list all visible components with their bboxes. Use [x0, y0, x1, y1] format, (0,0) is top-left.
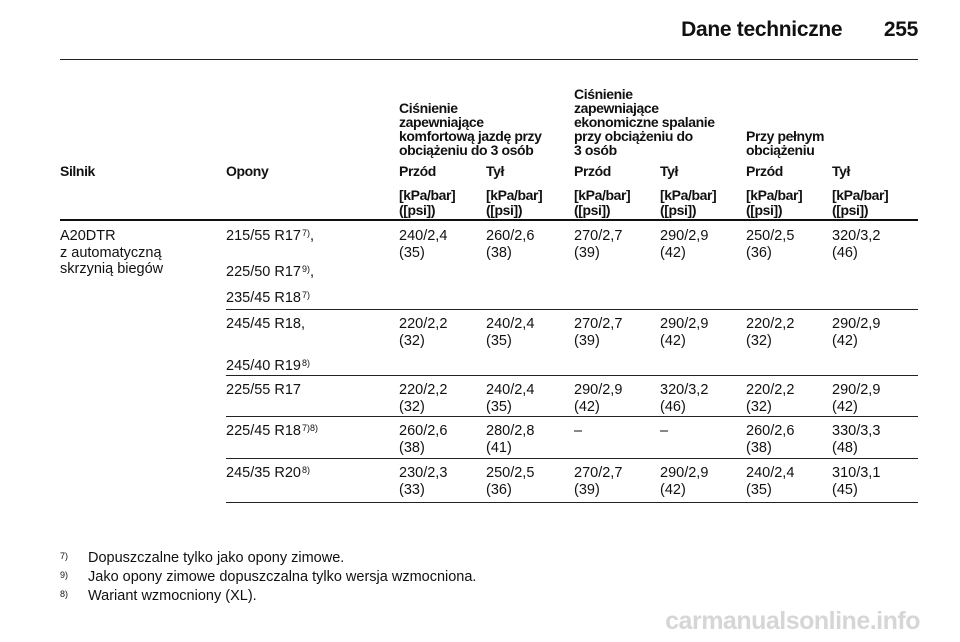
- pressure-value: 220/2,2 (32): [746, 316, 795, 349]
- column-header-position: Tył: [486, 163, 504, 179]
- footnote-text: Wariant wzmocniony (XL).: [88, 588, 257, 604]
- column-header-position: Tył: [660, 163, 678, 179]
- footnote-text: Dopuszczalne tylko jako opony zimowe.: [88, 550, 345, 566]
- column-header-position: Przód: [399, 163, 436, 179]
- header-rule: [60, 59, 918, 60]
- pressure-value: 290/2,9 (42): [832, 382, 881, 415]
- pressure-value: 310/3,1 (45): [832, 465, 881, 498]
- tyre-size: 245/45 R18,: [226, 316, 306, 332]
- column-header-unit: [kPa/bar] ([psi]): [660, 187, 717, 218]
- page-header: Dane techniczne 255: [681, 18, 918, 42]
- row-rule: [226, 458, 918, 459]
- pressure-value: 240/2,4 (35): [399, 228, 448, 261]
- pressure-value: 290/2,9 (42): [660, 465, 709, 498]
- row-rule: [226, 309, 918, 310]
- pressure-value: 220/2,2 (32): [746, 382, 795, 415]
- group-header: Ciśnienie zapewniające ekonomiczne spalani…: [574, 86, 715, 158]
- pressure-value: 260/2,6 (38): [486, 228, 535, 261]
- tyre-size: 245/40 R198): [226, 358, 310, 374]
- pressure-value: 260/2,6 (38): [746, 423, 795, 456]
- page-number: 255: [883, 18, 918, 41]
- group-header: Przy pełnym obciążeniu: [746, 128, 825, 158]
- column-header-engine: Silnik: [60, 163, 95, 179]
- pressure-value: 270/2,7 (39): [574, 465, 623, 498]
- row-rule: [226, 502, 918, 503]
- footnote-8: 8) Wariant wzmocniony (XL).: [60, 587, 257, 605]
- footnote-9: 9) Jako opony zimowe dopuszczalna tylko w…: [60, 568, 476, 586]
- tyre-size: 225/50 R179),: [226, 264, 315, 280]
- column-header-unit: [kPa/bar] ([psi]): [486, 187, 543, 218]
- pressure-value: 290/2,9 (42): [660, 228, 709, 261]
- footnote-mark: 7): [60, 551, 69, 561]
- tyre-size: 245/35 R208): [226, 465, 310, 481]
- pressure-value: 320/3,2 (46): [660, 382, 709, 415]
- column-header-unit: [kPa/bar] ([psi]): [832, 187, 889, 218]
- pressure-value: 280/2,8 (41): [486, 423, 535, 456]
- column-header-position: Przód: [574, 163, 611, 179]
- pressure-value: 240/2,4 (35): [746, 465, 795, 498]
- column-header-unit: [kPa/bar] ([psi]): [746, 187, 803, 218]
- tyre-size: 225/55 R17: [226, 382, 301, 398]
- pressure-value: 290/2,9 (42): [574, 382, 623, 415]
- pressure-value: 290/2,9 (42): [660, 316, 709, 349]
- tyre-size: 215/55 R177),: [226, 228, 315, 244]
- page-title: Dane techniczne: [681, 18, 843, 41]
- footnote-ref: 9): [301, 264, 310, 274]
- column-header-tyres: Opony: [226, 163, 269, 179]
- pressure-value: 260/2,6 (38): [399, 423, 448, 456]
- footnote-ref: 7): [301, 290, 310, 300]
- footnote-7: 7) Dopuszczalne tylko jako opony zimowe.: [60, 549, 344, 567]
- watermark: carmanualsonline.info: [665, 607, 920, 635]
- pressure-value: 240/2,4 (35): [486, 382, 535, 415]
- engine-name: A20DTR z automatyczną skrzynią biegów: [60, 228, 164, 277]
- pressure-value: 270/2,7 (39): [574, 228, 623, 261]
- tyre-size: 225/45 R187)8): [226, 423, 318, 439]
- pressure-value: 330/3,3 (48): [832, 423, 881, 456]
- column-header-position: Tył: [832, 163, 850, 179]
- pressure-value: 240/2,4 (35): [486, 316, 535, 349]
- pressure-value: 230/2,3 (33): [399, 465, 448, 498]
- row-rule: [226, 416, 918, 417]
- column-header-position: Przód: [746, 163, 783, 179]
- footnote-text: Jako opony zimowe dopuszczalna tylko wer…: [88, 569, 477, 585]
- footnote-ref: 7): [301, 228, 310, 238]
- pressure-value: 250/2,5 (36): [486, 465, 535, 498]
- footnote-mark: 8): [60, 589, 69, 599]
- footnote-ref: 8): [301, 465, 310, 475]
- footnote-ref: 8): [301, 358, 310, 368]
- pressure-value: –: [660, 423, 669, 439]
- pressure-value: 220/2,2 (32): [399, 316, 448, 349]
- pressure-value: 250/2,5 (36): [746, 228, 795, 261]
- pressure-value: 220/2,2 (32): [399, 382, 448, 415]
- row-rule: [226, 375, 918, 376]
- footnote-mark: 9): [60, 570, 69, 580]
- pressure-value: 290/2,9 (42): [832, 316, 881, 349]
- tyre-size: 235/45 R187): [226, 290, 310, 306]
- header-rule-thick: [60, 219, 918, 221]
- group-header: Ciśnienie zapewniające komfortową jazdę pr…: [399, 100, 542, 158]
- column-header-unit: [kPa/bar] ([psi]): [574, 187, 631, 218]
- pressure-value: –: [574, 423, 583, 439]
- pressure-value: 270/2,7 (39): [574, 316, 623, 349]
- column-header-unit: [kPa/bar] ([psi]): [399, 187, 456, 218]
- pressure-value: 320/3,2 (46): [832, 228, 881, 261]
- footnote-ref: 7)8): [301, 423, 318, 433]
